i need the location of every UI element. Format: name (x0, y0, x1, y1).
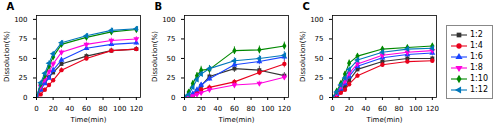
svg-text:120: 120 (278, 105, 291, 113)
svg-text:25: 25 (19, 74, 28, 82)
svg-text:60: 60 (230, 105, 239, 113)
svg-text:100: 100 (409, 105, 422, 113)
svg-text:25: 25 (315, 74, 324, 82)
svg-text:Dissolution(%): Dissolution(%) (151, 31, 159, 82)
svg-text:0: 0 (319, 94, 323, 102)
svg-text:Time(min): Time(min) (70, 116, 107, 124)
html-text:1:6: 1:6 (470, 52, 483, 61)
svg-text:80: 80 (247, 105, 256, 113)
svg-text:75: 75 (167, 35, 176, 43)
svg-text:60: 60 (378, 105, 387, 113)
svg-text:0: 0 (330, 105, 334, 113)
svg-text:40: 40 (65, 105, 74, 113)
html-text:1:4: 1:4 (470, 41, 483, 50)
svg-text:0: 0 (34, 105, 38, 113)
svg-text:20: 20 (197, 105, 206, 113)
svg-text:Dissolution(%): Dissolution(%) (3, 31, 11, 82)
svg-text:0: 0 (23, 94, 27, 102)
svg-text:50: 50 (167, 55, 176, 63)
html-text:1:2: 1:2 (470, 30, 483, 39)
svg-text:100: 100 (113, 105, 126, 113)
svg-text:40: 40 (213, 105, 222, 113)
html-text:1:12: 1:12 (470, 85, 488, 94)
svg-text:0: 0 (182, 105, 186, 113)
svg-text:120: 120 (426, 105, 439, 113)
svg-text:75: 75 (315, 35, 324, 43)
svg-text:20: 20 (345, 105, 354, 113)
svg-text:50: 50 (19, 55, 28, 63)
svg-text:50: 50 (315, 55, 324, 63)
svg-text:80: 80 (395, 105, 404, 113)
svg-text:80: 80 (99, 105, 108, 113)
svg-text:C: C (303, 1, 310, 12)
svg-text:60: 60 (82, 105, 91, 113)
svg-text:Time(min): Time(min) (366, 116, 403, 124)
svg-text:40: 40 (361, 105, 370, 113)
svg-text:100: 100 (261, 105, 274, 113)
svg-text:75: 75 (19, 35, 28, 43)
svg-text:Time(min): Time(min) (218, 116, 255, 124)
svg-text:100: 100 (310, 16, 323, 24)
svg-text:Dissolution(%): Dissolution(%) (299, 31, 307, 82)
svg-text:0: 0 (171, 94, 175, 102)
svg-text:B: B (155, 1, 163, 12)
svg-text:20: 20 (49, 105, 58, 113)
svg-text:120: 120 (130, 105, 143, 113)
html-text:1:10: 1:10 (470, 74, 488, 83)
svg-text:100: 100 (162, 16, 175, 24)
svg-text:25: 25 (167, 74, 176, 82)
svg-text:A: A (7, 1, 15, 12)
svg-text:100: 100 (14, 16, 27, 24)
html-text:1:8: 1:8 (470, 63, 483, 72)
